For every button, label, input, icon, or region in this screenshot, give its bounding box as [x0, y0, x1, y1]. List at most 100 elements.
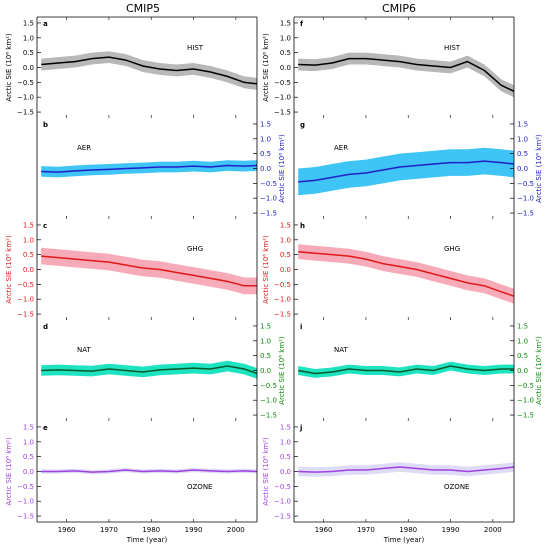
y-tick-label-h: 1.5 — [280, 221, 291, 229]
y-tick-label-b: −1.5 — [260, 210, 277, 218]
y-tick-label-f: −0.5 — [274, 79, 291, 87]
panel-title-e: OZONE — [187, 483, 212, 491]
x-tick-label-j: 1970 — [357, 526, 375, 534]
band-i — [298, 361, 514, 378]
y-tick-label-d: 1.5 — [260, 322, 271, 330]
y-tick-label-f: −1.0 — [274, 94, 291, 102]
y-tick-label-a: 0.5 — [23, 49, 34, 57]
x-tick-label-e: 1970 — [100, 526, 118, 534]
y-tick-label-f: 0.0 — [280, 64, 291, 72]
series-line-j — [298, 466, 515, 473]
band-c — [41, 247, 258, 295]
y-tick-label-j: 0.0 — [280, 468, 291, 476]
y-tick-label-g: 1.0 — [517, 135, 528, 143]
x-tick-label-e: 1960 — [58, 526, 76, 534]
y-tick-label-g: 1.5 — [517, 120, 528, 128]
y-tick-label-c: −0.5 — [17, 281, 34, 289]
panel-letter-j: j — [299, 424, 302, 432]
y-tick-label-e: 1.5 — [23, 423, 34, 431]
y-tick-label-b: 0.0 — [260, 165, 271, 173]
y-tick-label-i: 0.0 — [517, 367, 528, 375]
panel-letter-f: f — [300, 20, 304, 28]
panel-title-c: GHG — [187, 245, 203, 253]
panel-letter-i: i — [300, 323, 302, 331]
panel-f: 1.5 1.0 0.5 0.0 −0.5 −1.0 −1.5 Arctic SIE (10⁶ … — [262, 16, 515, 118]
y-tick-label-d: −1.5 — [260, 412, 277, 420]
series-line-e — [41, 469, 258, 473]
y-tick-label-i: −0.5 — [517, 382, 534, 390]
y-tick-label-j: 0.5 — [280, 453, 291, 461]
series-line-c — [41, 255, 257, 287]
band-h — [298, 244, 514, 304]
y-axis-label-d: Arctic SIE (10⁶ km²) — [278, 336, 286, 405]
panel-letter-a: a — [43, 20, 48, 28]
y-tick-label-c: 0.5 — [23, 251, 34, 259]
y-axis-label-c: Arctic SIE (10⁶ km²) — [5, 235, 13, 304]
y-tick-label-h: 1.0 — [280, 236, 291, 244]
y-tick-label-j: −1.0 — [274, 498, 291, 506]
series-line-b — [41, 164, 258, 173]
y-tick-label-j: −0.5 — [274, 483, 291, 491]
y-tick-label-e: 0.5 — [23, 453, 34, 461]
y-tick-label-i: 1.5 — [517, 322, 528, 330]
y-tick-label-e: −1.0 — [17, 498, 34, 506]
panel-title-i: NAT — [334, 346, 348, 354]
y-tick-label-f: 1.0 — [280, 34, 291, 42]
x-tick-label-e: 1980 — [142, 526, 160, 534]
x-axis-label-j: Time (year) — [383, 536, 425, 544]
y-tick-label-a: 1.0 — [23, 34, 34, 42]
y-tick-label-a: 1.5 — [23, 19, 34, 27]
y-tick-label-b: 0.5 — [260, 150, 271, 158]
panel-letter-e: e — [43, 424, 48, 432]
band-a — [41, 51, 258, 90]
panel-title-d: NAT — [77, 346, 91, 354]
y-tick-label-f: −1.5 — [274, 109, 291, 117]
y-tick-label-i: 1.0 — [517, 337, 528, 345]
y-tick-label-g: −1.0 — [517, 195, 534, 203]
y-axis-label-g: Arctic SIE (10⁶ km²) — [535, 134, 543, 203]
x-tick-label-j: 1980 — [399, 526, 417, 534]
y-tick-label-j: −1.5 — [274, 513, 291, 521]
y-tick-label-g: 0.5 — [517, 150, 528, 158]
panel-letter-g: g — [300, 121, 305, 129]
band-f — [298, 52, 514, 98]
y-tick-label-d: 0.5 — [260, 352, 271, 360]
panel-c: 1.5 1.0 0.5 0.0 −0.5 −1.0 −1.5 Arctic SIE (10⁶ … — [5, 219, 258, 320]
panel-title-g: AER — [334, 144, 348, 152]
y-tick-label-a: 0.0 — [23, 64, 34, 72]
y-tick-label-g: 0.0 — [517, 165, 528, 173]
band-j — [298, 462, 514, 477]
y-tick-label-b: −1.0 — [260, 195, 277, 203]
y-tick-label-c: 1.5 — [23, 221, 34, 229]
panel-h: 1.5 1.0 0.5 0.0 −0.5 −1.0 −1.5 Arctic SIE (10⁶ … — [262, 219, 515, 320]
y-axis-label-b: Arctic SIE (10⁶ km²) — [278, 134, 286, 203]
series-line-d — [41, 365, 258, 375]
y-tick-label-c: 1.0 — [23, 236, 34, 244]
y-tick-label-f: 1.5 — [280, 19, 291, 27]
y-tick-label-g: −0.5 — [517, 180, 534, 188]
y-tick-label-e: 0.0 — [23, 468, 34, 476]
panel-title-f: HIST — [444, 44, 461, 52]
y-tick-label-h: 0.5 — [280, 251, 291, 259]
y-tick-label-d: −0.5 — [260, 382, 277, 390]
y-tick-label-b: 1.5 — [260, 120, 271, 128]
series-line-g — [298, 160, 515, 183]
panel-e: 1.5 1.0 0.5 0.0 −0.5 −1.0 −1.5 Arctic SIE (10⁶ … — [5, 421, 258, 544]
panel-title-j: OZONE — [444, 483, 469, 491]
series-line-h — [298, 250, 515, 297]
y-axis-label-j: Arctic SIE (10⁶ km²) — [262, 437, 270, 506]
panel-letter-b: b — [43, 121, 48, 129]
y-tick-label-i: −1.0 — [517, 397, 534, 405]
y-tick-label-b: 1.0 — [260, 135, 271, 143]
y-axis-label-i: Arctic SIE (10⁶ km²) — [535, 336, 543, 405]
y-tick-label-c: 0.0 — [23, 266, 34, 274]
band-g — [298, 147, 514, 196]
column-title-cmip6: CMIP6 — [382, 2, 416, 15]
x-axis-label-e: Time (year) — [126, 536, 168, 544]
y-tick-label-i: 0.5 — [517, 352, 528, 360]
y-tick-label-h: −1.5 — [274, 311, 291, 319]
column-title-cmip5: CMIP5 — [126, 2, 160, 15]
